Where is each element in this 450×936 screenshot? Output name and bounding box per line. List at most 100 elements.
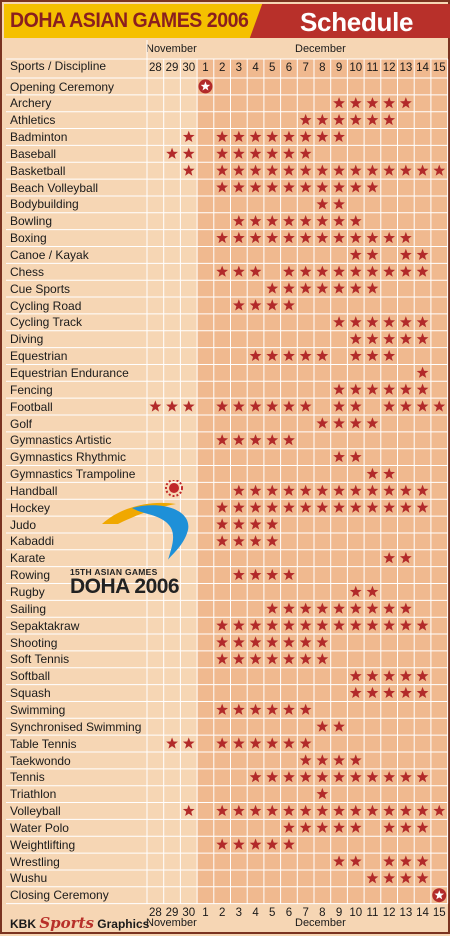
- day-column-bg: [180, 59, 198, 904]
- event-star-icon: [333, 198, 345, 210]
- event-star-icon: [299, 771, 312, 783]
- event-star-icon: [232, 181, 245, 193]
- event-star-icon: [216, 434, 229, 446]
- event-star-icon: [283, 821, 295, 833]
- event-star-icon: [166, 737, 178, 749]
- event-star-icon: [316, 804, 329, 816]
- event-star-icon: [216, 636, 229, 648]
- event-star-icon: [399, 501, 412, 513]
- games-logo: [102, 480, 189, 560]
- event-star-icon: [266, 130, 279, 142]
- event-star-icon: [349, 181, 362, 193]
- sport-name: Triathlon: [10, 787, 57, 802]
- event-star-icon: [349, 686, 362, 699]
- sport-name: Karate: [10, 551, 46, 566]
- logo-subtitle: 15TH ASIAN GAMES: [70, 567, 158, 577]
- event-star-icon: [216, 703, 229, 715]
- event-star-icon: [416, 383, 429, 395]
- event-star-icon: [316, 636, 329, 648]
- event-star-icon: [416, 804, 429, 816]
- event-star-icon: [316, 754, 329, 766]
- event-star-icon: [366, 265, 379, 277]
- event-star-icon: [283, 484, 295, 496]
- event-star-icon: [349, 619, 362, 631]
- event-star-icon: [249, 181, 262, 193]
- event-star-icon: [266, 771, 279, 783]
- event-star-icon: [333, 97, 345, 109]
- event-star-icon: [383, 316, 396, 328]
- sport-name: Diving: [10, 332, 44, 347]
- event-star-icon: [333, 619, 345, 631]
- event-star-icon: [249, 804, 262, 816]
- event-star-icon: [349, 450, 362, 463]
- event-star-icon: [249, 518, 262, 530]
- event-star-icon: [366, 467, 379, 479]
- event-star-icon: [266, 282, 279, 294]
- day-number: 1: [202, 906, 209, 919]
- event-star-icon: [283, 400, 295, 412]
- event-star-icon: [283, 804, 295, 816]
- event-star-icon: [366, 113, 379, 126]
- day-number: 3: [235, 906, 243, 919]
- event-star-icon: [333, 821, 345, 833]
- event-star-icon: [349, 754, 362, 766]
- sport-name: Wrestling: [10, 854, 60, 869]
- event-star-icon: [266, 619, 279, 631]
- event-star-icon: [416, 248, 429, 260]
- event-star-icon: [383, 619, 396, 631]
- event-star-icon: [333, 855, 345, 867]
- event-star-icon: [383, 265, 396, 277]
- event-star-icon: [366, 332, 379, 345]
- event-star-icon: [232, 231, 245, 244]
- day-column-bg: [147, 59, 164, 904]
- event-star-icon: [216, 619, 229, 631]
- event-star-icon: [216, 181, 229, 193]
- event-star-icon: [366, 669, 379, 682]
- day-number: 12: [382, 906, 396, 919]
- poster-title: DOHA ASIAN GAMES 2006: [10, 9, 249, 32]
- sport-name: Gymnastics Artistic: [10, 433, 112, 448]
- event-star-icon: [299, 130, 312, 142]
- event-star-icon: [283, 653, 295, 665]
- event-star-icon: [266, 653, 279, 665]
- event-star-icon: [383, 400, 396, 412]
- sport-name: Cycling Road: [10, 298, 82, 313]
- event-star-icon: [383, 686, 396, 699]
- day-number: 12: [382, 62, 396, 74]
- event-star-icon: [349, 400, 362, 412]
- event-star-icon: [434, 890, 445, 900]
- event-star-icon: [366, 872, 379, 884]
- event-star-icon: [366, 181, 379, 193]
- event-star-icon: [366, 804, 379, 816]
- event-star-icon: [349, 282, 362, 294]
- event-star-icon: [216, 653, 229, 665]
- event-star-icon: [232, 147, 245, 159]
- event-star-icon: [316, 787, 329, 800]
- day-number: 14: [416, 906, 429, 919]
- event-star-icon: [299, 636, 312, 648]
- event-star-icon: [299, 619, 312, 631]
- sport-name: Taekwondo: [10, 753, 71, 768]
- event-star-icon: [249, 299, 262, 311]
- event-star-icon: [232, 703, 245, 715]
- event-star-icon: [166, 400, 178, 412]
- event-star-icon: [232, 737, 245, 749]
- event-star-icon: [416, 686, 429, 699]
- event-star-icon: [399, 383, 412, 395]
- event-star-icon: [299, 147, 312, 159]
- event-star-icon: [299, 703, 312, 715]
- credit-suffix: Graphics: [97, 917, 150, 931]
- event-star-icon: [232, 535, 245, 547]
- day-number: 9: [335, 906, 343, 919]
- event-star-icon: [232, 501, 245, 513]
- event-star-icon: [333, 771, 345, 783]
- event-star-icon: [182, 130, 195, 142]
- event-star-icon: [366, 686, 379, 699]
- event-star-icon: [283, 164, 295, 176]
- event-star-icon: [366, 349, 379, 362]
- event-star-icon: [283, 568, 295, 581]
- event-star-icon: [266, 231, 279, 244]
- event-star-icon: [383, 97, 396, 109]
- event-star-icon: [333, 417, 345, 429]
- event-star-icon: [366, 231, 379, 244]
